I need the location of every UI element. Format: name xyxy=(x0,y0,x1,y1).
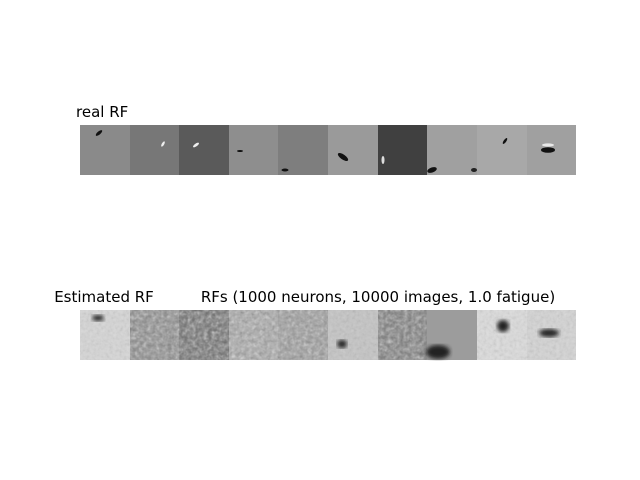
row-title: Estimated RF xyxy=(54,288,154,306)
real-rf-row xyxy=(80,125,576,175)
estimated-rf-row xyxy=(80,310,576,360)
row-title: real RF xyxy=(76,103,128,121)
row-subtitle: RFs (1000 neurons, 10000 images, 1.0 fat… xyxy=(201,288,555,306)
